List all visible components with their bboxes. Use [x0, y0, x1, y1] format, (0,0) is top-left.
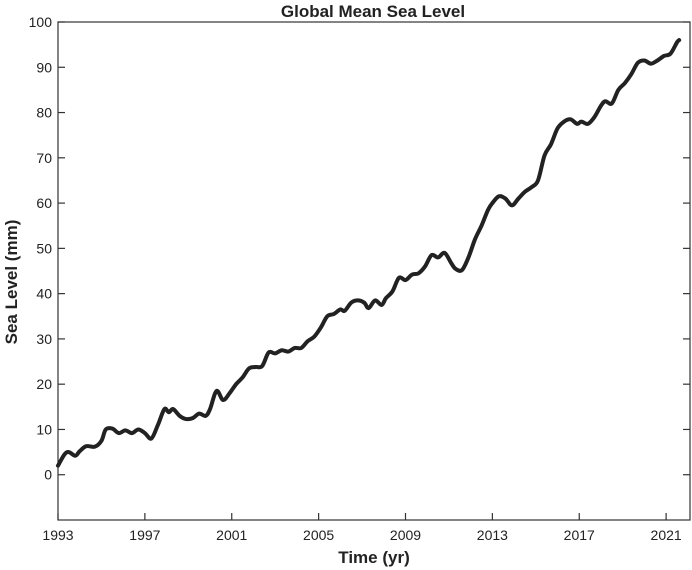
chart-title: Global Mean Sea Level	[281, 2, 465, 21]
y-axis-label: Sea Level (mm)	[2, 220, 21, 345]
x-tick-label: 1993	[42, 527, 73, 543]
x-tick-label: 2009	[390, 527, 421, 543]
x-tick-label: 2005	[303, 527, 334, 543]
x-tick-label: 2021	[651, 527, 682, 543]
y-tick-label: 40	[36, 286, 52, 302]
y-tick-label: 10	[36, 421, 52, 437]
y-tick-label: 90	[36, 59, 52, 75]
y-tick-label: 70	[36, 150, 52, 166]
x-axis-label: Time (yr)	[338, 548, 410, 567]
y-axis: 0 10 20 30 40 50 60 70 80 90 100	[29, 14, 690, 483]
y-tick-label: 80	[36, 105, 52, 121]
y-tick-label: 0	[44, 467, 52, 483]
y-tick-label: 20	[36, 376, 52, 392]
x-axis: 1993 1997 2001 2005 2009 2013 2017 2021	[42, 513, 682, 543]
x-tick-label: 1997	[129, 527, 160, 543]
x-tick-label: 2017	[564, 527, 595, 543]
y-tick-label: 60	[36, 195, 52, 211]
plot-frame	[57, 21, 691, 521]
y-tick-label: 100	[29, 14, 53, 30]
y-tick-label: 30	[36, 331, 52, 347]
x-tick-label: 2001	[216, 527, 247, 543]
sea-level-line	[56, 38, 682, 468]
y-tick-label: 50	[36, 240, 52, 256]
x-tick-label: 2013	[477, 527, 508, 543]
